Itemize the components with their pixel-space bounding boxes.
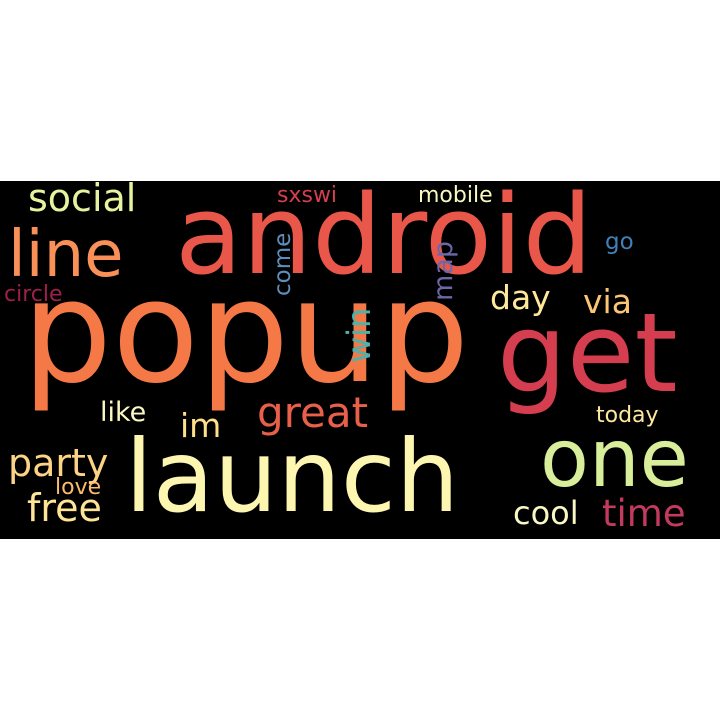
- word-cloud: android popup get launch one line social…: [0, 181, 720, 539]
- word-get: get: [497, 289, 678, 417]
- word-like: like: [100, 397, 146, 428]
- word-map: map: [428, 241, 459, 301]
- word-day: day: [490, 278, 551, 317]
- word-today: today: [596, 403, 659, 428]
- word-time: time: [602, 492, 686, 535]
- word-win: win: [340, 308, 378, 363]
- word-free: free: [27, 486, 102, 530]
- word-line: line: [8, 218, 124, 292]
- word-launch: launch: [125, 418, 459, 535]
- word-circle: circle: [4, 282, 63, 307]
- word-go: go: [605, 229, 634, 255]
- word-party: party: [8, 441, 108, 485]
- word-popup: popup: [22, 250, 469, 415]
- word-mobile: mobile: [418, 183, 493, 208]
- word-im: im: [180, 406, 221, 445]
- word-cloud-canvas: android popup get launch one line social…: [4, 181, 689, 535]
- word-social: social: [28, 181, 136, 220]
- word-cool: cool: [513, 494, 579, 532]
- word-sxswi: sxswi: [277, 183, 337, 208]
- word-one: one: [540, 412, 689, 505]
- word-android: android: [175, 181, 592, 299]
- word-great: great: [257, 388, 368, 437]
- word-come: come: [270, 233, 296, 296]
- word-via: via: [583, 282, 632, 321]
- word-love: love: [55, 475, 101, 500]
